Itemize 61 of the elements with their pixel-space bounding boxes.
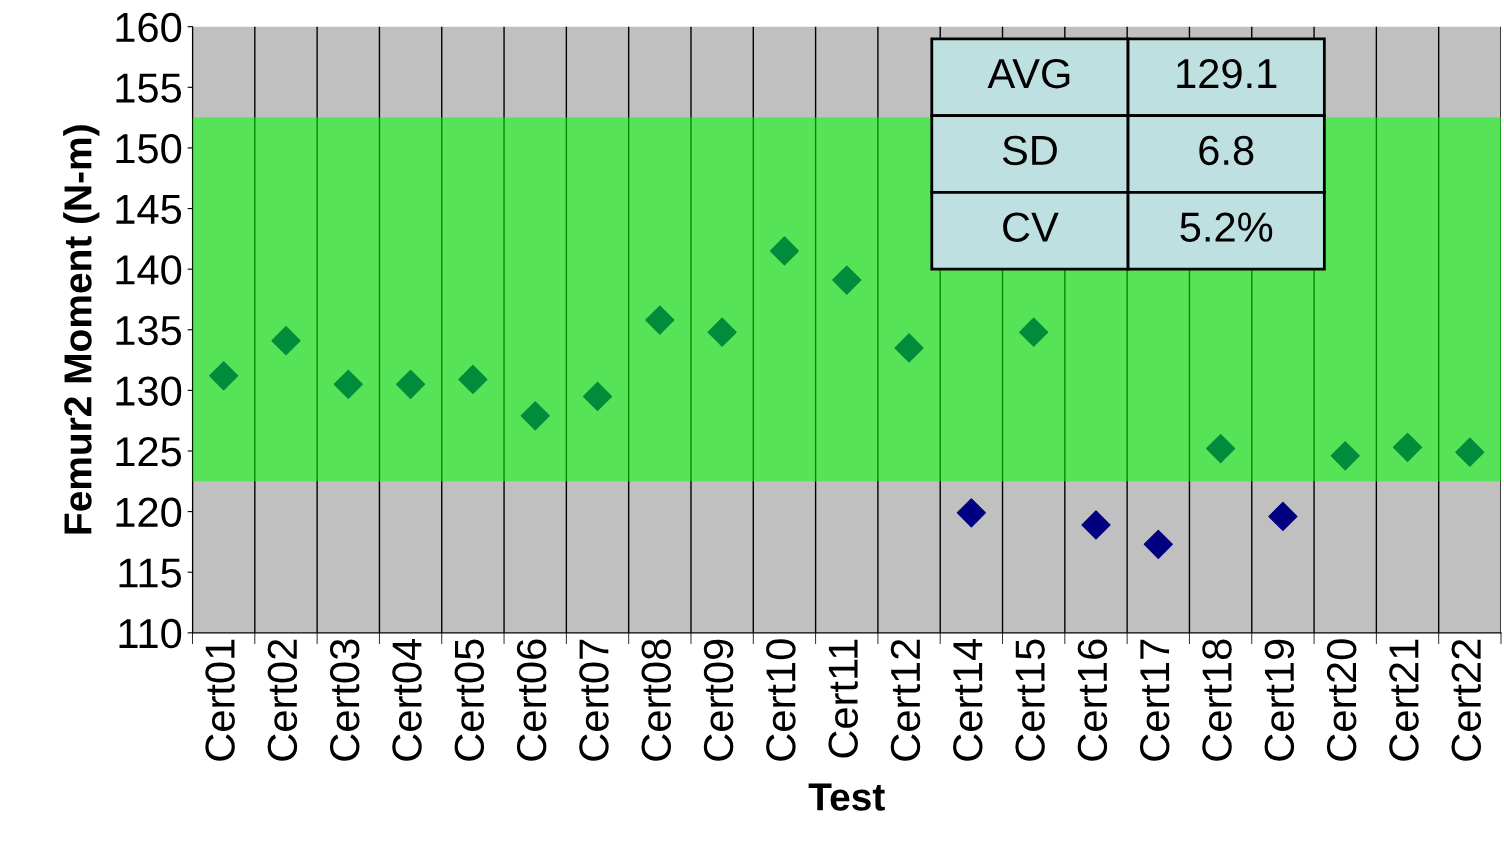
y-tick-label: 140 (116, 255, 182, 285)
y-tick-label: 130 (116, 376, 182, 406)
x-tick-label: Cert20 (1326, 639, 1357, 761)
y-tick-label: 115 (119, 558, 182, 588)
x-axis-title: Test (808, 783, 885, 811)
annotation: 5.2% (1180, 212, 1273, 242)
point (1206, 433, 1236, 464)
point (707, 317, 737, 347)
x-tick-label: Cert10 (766, 639, 796, 761)
point (458, 364, 488, 395)
annotation: CV (1003, 212, 1059, 242)
point (832, 265, 862, 295)
x-tick-label: Cert08 (641, 639, 672, 761)
x-tick-label: Cert02 (267, 639, 298, 761)
point (769, 236, 800, 266)
x-tick-label: Cert11 (828, 639, 858, 758)
x-tick-label: Cert12 (890, 639, 921, 761)
point (209, 361, 239, 391)
point (956, 498, 986, 528)
point (1268, 501, 1298, 532)
point (582, 381, 613, 412)
x-tick-label: Cert09 (703, 639, 734, 761)
x-tick-label: Cert05 (454, 639, 485, 761)
point (645, 305, 675, 335)
point (1019, 317, 1049, 347)
y-tick-label: 125 (116, 436, 182, 467)
point (1330, 441, 1360, 471)
y-axis-title: Femur2 Moment (N-m) (63, 125, 100, 534)
point (333, 369, 363, 399)
annotation: AVG (987, 58, 1070, 89)
annotation: 129.1 (1177, 58, 1277, 89)
x-tick-label: Cert22 (1451, 639, 1482, 761)
x-tick-label: Cert17 (1139, 639, 1170, 761)
x-tick-label: Cert06 (516, 639, 547, 761)
point (396, 369, 426, 399)
x-tick-label: Cert07 (579, 639, 609, 761)
x-tick-label: Cert18 (1202, 639, 1232, 761)
y-tick-label: 145 (116, 194, 182, 225)
annotation: SD (1002, 135, 1057, 166)
y-tick-label: 160 (116, 12, 182, 43)
y-tick-label: 120 (116, 497, 182, 528)
x-tick-label: Cert19 (1264, 639, 1295, 761)
x-tick-label: Cert01 (205, 639, 235, 761)
y-tick-label: 155 (116, 73, 182, 103)
y-tick-label: 110 (119, 618, 182, 649)
y-tick-label: 150 (116, 133, 182, 164)
point (1081, 510, 1111, 540)
x-tick-label: Cert03 (329, 639, 360, 761)
x-tick-label: Cert15 (1015, 639, 1045, 761)
point (520, 401, 550, 431)
x-tick-label: Cert16 (1077, 639, 1108, 761)
point (271, 326, 301, 356)
point (1392, 432, 1423, 462)
point (1455, 437, 1485, 467)
annotation: 6.8 (1199, 135, 1254, 166)
x-tick-label: Cert04 (392, 638, 422, 761)
point (1143, 529, 1173, 559)
x-tick-label: Cert14 (953, 638, 983, 761)
point (894, 333, 924, 363)
y-tick-label: 135 (116, 315, 182, 346)
x-tick-label: Cert21 (1389, 639, 1419, 761)
